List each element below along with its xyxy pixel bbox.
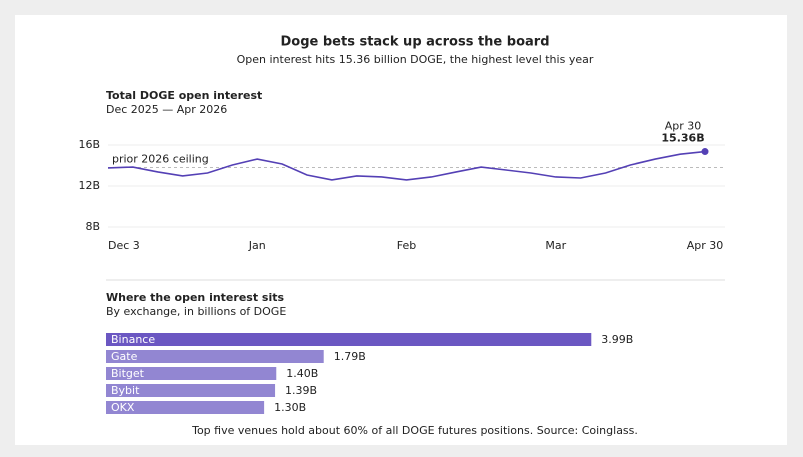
bar-category: Binance	[111, 333, 155, 346]
bar-category: Gate	[111, 350, 138, 363]
bar	[106, 333, 592, 346]
y-tick-label: 8B	[85, 220, 100, 233]
bar-value-label: 1.40B	[286, 367, 318, 380]
point-label: 15.36B	[661, 132, 704, 145]
bar	[106, 401, 265, 414]
bar	[106, 384, 276, 397]
point-date: Apr 30	[665, 120, 702, 133]
x-tick-label: Jan	[248, 239, 266, 252]
reference-label: prior 2026 ceiling	[112, 153, 209, 166]
chart-subtitle: Dec 2025 — Apr 2026	[106, 103, 227, 116]
card	[15, 15, 787, 445]
y-tick-label: 12B	[78, 179, 100, 192]
bar-category: Bitget	[111, 367, 145, 380]
bar-category: OKX	[111, 401, 135, 414]
x-tick-label: Dec 3	[108, 239, 140, 252]
x-tick-label: Mar	[545, 239, 566, 252]
chart-title: Total DOGE open interest	[106, 89, 262, 102]
end-point	[701, 148, 709, 156]
bar	[106, 350, 324, 363]
bar-value-label: 3.99B	[601, 333, 633, 346]
chart-title: Where the open interest sits	[106, 291, 284, 304]
title: Doge bets stack up across the board	[280, 35, 549, 50]
y-tick-label: 16B	[78, 138, 100, 151]
footnote: Top five venues hold about 60% of all DO…	[191, 424, 638, 437]
x-tick-label: Apr 30	[687, 239, 724, 252]
bar-category: Bybit	[111, 384, 140, 397]
bar-value-label: 1.39B	[285, 384, 317, 397]
bar-value-label: 1.79B	[334, 350, 366, 363]
chart-subtitle: By exchange, in billions of DOGE	[106, 305, 286, 318]
bar-value-label: 1.30B	[274, 401, 306, 414]
x-tick-label: Feb	[397, 239, 416, 252]
subtitle: Open interest hits 15.36 billion DOGE, t…	[237, 53, 594, 66]
series-line	[107, 150, 706, 181]
bar	[106, 367, 277, 380]
